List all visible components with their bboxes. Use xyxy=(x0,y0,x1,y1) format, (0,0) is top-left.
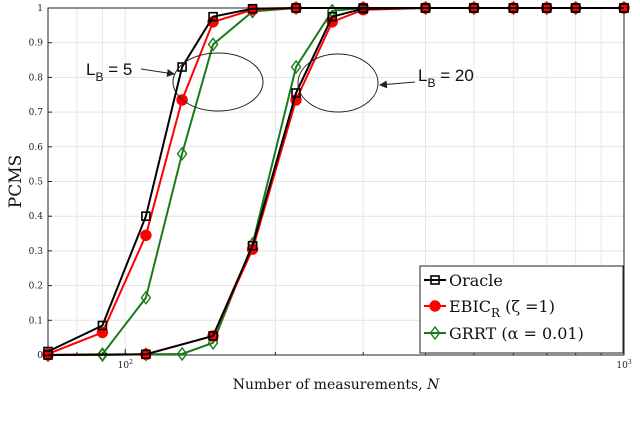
legend-label: GRRT (α = 0.01) xyxy=(449,324,584,343)
series-group xyxy=(42,0,630,363)
marker-diamond xyxy=(207,335,219,351)
marker-diamond xyxy=(290,59,302,75)
marker-square xyxy=(570,3,581,13)
marker-square xyxy=(619,3,629,13)
marker-diamond xyxy=(176,346,188,362)
marker-diamond xyxy=(140,290,152,305)
series-square xyxy=(43,3,629,360)
tick-label-y: 0.4 xyxy=(29,212,44,222)
marker-square xyxy=(508,3,519,13)
marker-square xyxy=(177,62,187,72)
marker-square xyxy=(358,3,369,14)
marker-square xyxy=(541,3,552,13)
legend-label: EBICR (ζ =1) xyxy=(449,297,555,320)
tick-label-x: 102 xyxy=(118,359,133,371)
tick-label-y: 0.2 xyxy=(29,282,43,292)
legend-item: Oracle xyxy=(424,271,503,290)
annotation-ellipse-lb20 xyxy=(297,53,379,113)
annotation-label: LB = 20 xyxy=(418,66,474,90)
marker-square xyxy=(141,349,151,360)
legend-label: Oracle xyxy=(449,271,503,290)
marker-circle xyxy=(140,229,152,241)
x-axis-label: Number of measurements, N xyxy=(233,377,440,393)
legend-item: EBICR (ζ =1) xyxy=(424,297,555,320)
marker-square xyxy=(327,11,338,22)
legend-box xyxy=(419,265,624,354)
legend-item: GRRT (α = 0.01) xyxy=(424,324,584,343)
tick-label-y: 0.3 xyxy=(29,247,44,257)
marker-square xyxy=(291,3,301,13)
tick-label-y: 0.6 xyxy=(29,143,44,153)
axis-ticks: 0 0.1 0.2 0.3 0.4 0.5 0.6 0.7 0.8 0.9 1 102 103 xyxy=(29,4,632,371)
marker-square xyxy=(420,3,431,13)
marker-diamond xyxy=(97,347,108,363)
tick-label-y: 1 xyxy=(37,4,43,14)
tick-label-y: 0 xyxy=(37,351,43,361)
marker-diamond xyxy=(207,37,219,52)
marker-square xyxy=(97,320,108,331)
marker-square xyxy=(43,350,53,360)
annotations: LB = 5 LB = 20 xyxy=(86,52,474,113)
annotation-label: LB = 5 xyxy=(86,60,132,84)
y-axis-label: PCMS xyxy=(6,155,26,209)
tick-label-y: 0.7 xyxy=(29,108,44,118)
tick-label-y: 0.5 xyxy=(29,178,44,188)
marker-square xyxy=(208,11,218,22)
marker-square xyxy=(247,240,258,251)
legend: Oracle EBICR (ζ =1) GRRT (α = 0.01) xyxy=(419,265,624,354)
annotation-arrow-lb5 xyxy=(140,68,175,77)
marker-diamond xyxy=(176,146,188,161)
series-line xyxy=(47,7,624,356)
tick-label-y: 0.8 xyxy=(29,73,44,83)
marker-square xyxy=(247,3,258,14)
marker-circle xyxy=(429,300,441,312)
marker-square xyxy=(469,3,479,13)
annotation-arrow-lb20 xyxy=(379,80,416,89)
tick-label-y: 0.9 xyxy=(29,39,44,49)
marker-square xyxy=(141,211,151,221)
annotation-ellipse-lb5 xyxy=(172,52,264,112)
marker-square xyxy=(208,331,218,341)
tick-label-y: 0.1 xyxy=(29,316,43,326)
marker-square xyxy=(430,275,440,285)
tick-label-x: 103 xyxy=(616,359,631,371)
marker-diamond xyxy=(429,325,441,341)
